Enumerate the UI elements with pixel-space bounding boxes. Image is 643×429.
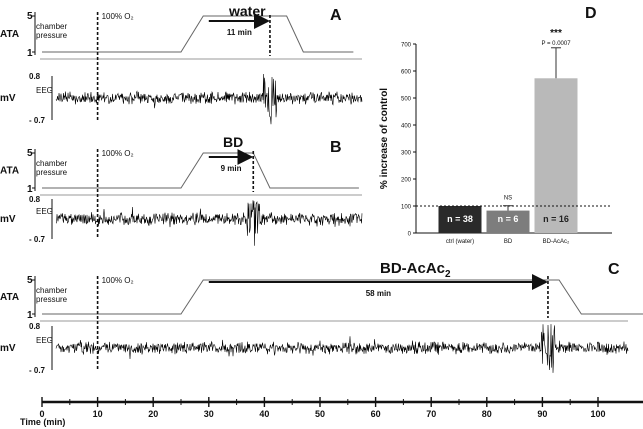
treatment-title: water [228, 3, 266, 19]
pressure-label-line2: pressure [36, 295, 68, 304]
panel-letter: D [585, 5, 597, 22]
eeg-tick-top: 0.8 [29, 72, 41, 81]
ata-tick-5: 5 [27, 11, 33, 22]
significance-label: *** [550, 28, 562, 39]
treatment-title-main: water [228, 3, 266, 19]
bar-3 [534, 78, 578, 233]
panel-letter: C [608, 261, 620, 278]
ata-axis-label: ATA [0, 292, 19, 303]
significance-label: NS [504, 196, 512, 202]
y-axis-label: % increase of control [379, 88, 390, 189]
eeg-tick-bottom: - 0.7 [29, 235, 46, 244]
n-label: n = 6 [498, 214, 519, 224]
y-tick-label: 200 [401, 178, 412, 184]
x-tick-label: BD-AcAc₂ [543, 239, 570, 245]
interval-label: 11 min [227, 28, 252, 37]
y-tick-label: 300 [401, 151, 412, 157]
eeg-tick-bottom: - 0.7 [29, 366, 46, 375]
o2-label: 100% O₂ [102, 149, 134, 158]
time-tick-label: 50 [315, 409, 325, 419]
treatment-title: BD-AcAc2 [380, 260, 451, 280]
y-tick-label: 400 [401, 124, 412, 130]
panel-d: D 0 100 200 300 400 500 600 700 % increase of con… [379, 5, 612, 245]
interval-label: 9 min [221, 164, 242, 173]
y-tick-label: 600 [401, 70, 412, 76]
time-tick-label: 40 [259, 409, 269, 419]
pressure-label-line1: chamber [36, 22, 67, 31]
treatment-title-subscript: 2 [445, 269, 451, 280]
x-tick-label: BD [504, 239, 513, 245]
eeg-trace [55, 200, 363, 246]
pressure-label-line1: chamber [36, 286, 67, 295]
eeg-label: EEG [36, 336, 53, 345]
ata-axis-label: ATA [0, 166, 19, 177]
pressure-trace [42, 15, 354, 53]
treatment-title-main: BD-AcAc [380, 260, 445, 277]
time-tick-label: 0 [39, 409, 44, 419]
interval-label: 58 min [366, 289, 391, 298]
time-tick-label: 60 [371, 409, 381, 419]
panel-letter: B [330, 139, 342, 156]
eeg-label: EEG [36, 86, 53, 95]
pressure-trace [42, 152, 359, 189]
y-tick-label: 500 [401, 97, 412, 103]
n-label: n = 16 [543, 214, 569, 224]
time-tick-label: 100 [590, 409, 605, 419]
eeg-label: EEG [36, 207, 53, 216]
pressure-label-line1: chamber [36, 159, 67, 168]
time-tick-label: 30 [204, 409, 214, 419]
y-tick-label: 100 [401, 205, 412, 211]
time-tick-label: 10 [93, 409, 103, 419]
eeg-unit-label: mV [0, 214, 16, 225]
p-value-label: P = 0.0007 [541, 41, 571, 47]
time-tick-label: 70 [426, 409, 436, 419]
treatment-title: BD [223, 134, 243, 150]
ata-tick-5: 5 [27, 148, 33, 159]
pressure-label-line2: pressure [36, 168, 68, 177]
o2-label: 100% O₂ [102, 276, 134, 285]
ata-tick-1: 1 [27, 310, 33, 321]
time-axis: 0 10 20 30 40 50 60 70 80 90 100 Time (min) [20, 397, 643, 427]
y-tick-label: 700 [401, 43, 412, 49]
y-tick-label: 0 [408, 232, 412, 238]
ata-tick-5: 5 [27, 275, 33, 286]
eeg-tick-bottom: - 0.7 [29, 116, 46, 125]
panel-letter: A [330, 7, 342, 24]
bar-1 [438, 206, 482, 233]
x-tick-label: ctrl (water) [446, 239, 474, 245]
eeg-trace [55, 73, 363, 125]
ata-tick-1: 1 [27, 48, 33, 59]
ata-axis-label: ATA [0, 29, 19, 40]
n-label: n = 38 [447, 214, 473, 224]
time-tick-label: 90 [537, 409, 547, 419]
ata-tick-1: 1 [27, 184, 33, 195]
eeg-unit-label: mV [0, 343, 16, 354]
time-axis-label: Time (min) [20, 417, 65, 427]
time-tick-label: 20 [148, 409, 158, 419]
eeg-tick-top: 0.8 [29, 195, 41, 204]
time-tick-label: 80 [482, 409, 492, 419]
treatment-title-main: BD [223, 134, 243, 150]
pressure-label-line2: pressure [36, 31, 68, 40]
eeg-tick-top: 0.8 [29, 322, 41, 331]
pressure-trace [42, 279, 643, 315]
o2-label: 100% O₂ [102, 12, 134, 21]
bar-2 [486, 210, 530, 233]
eeg-unit-label: mV [0, 93, 16, 104]
eeg-trace [55, 324, 629, 373]
